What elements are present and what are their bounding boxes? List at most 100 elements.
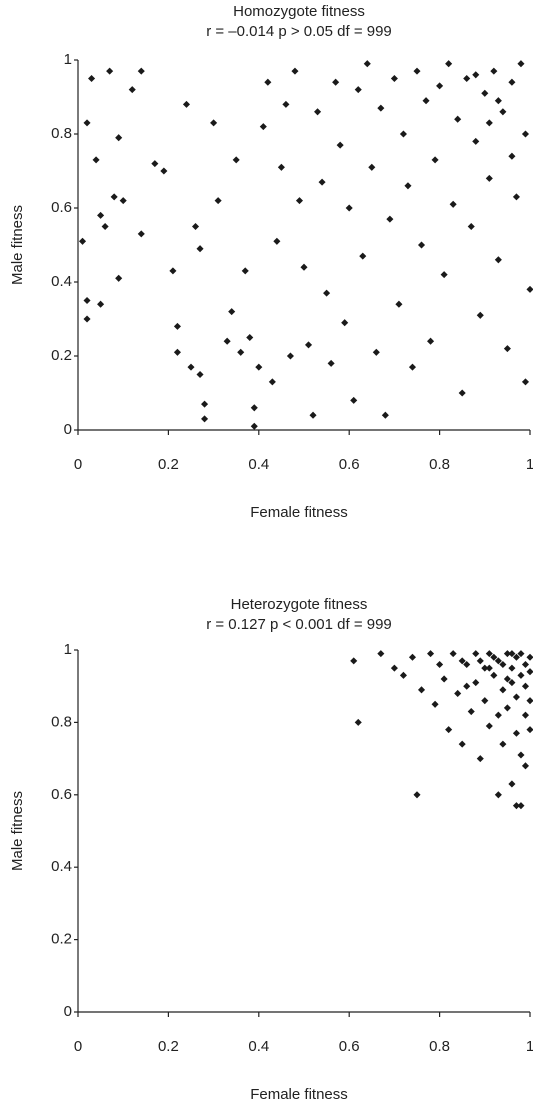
x-tick-label: 0.4 xyxy=(248,456,269,473)
point xyxy=(115,274,123,282)
chart-title: Heterozygote fitness xyxy=(231,596,368,613)
point xyxy=(187,363,195,371)
point xyxy=(295,197,304,205)
point xyxy=(78,237,87,245)
point xyxy=(472,137,480,145)
x-axis-label: Female fitness xyxy=(250,1086,348,1103)
point xyxy=(517,751,525,759)
point xyxy=(481,664,489,672)
point xyxy=(97,300,105,308)
point xyxy=(196,245,204,253)
point xyxy=(115,134,123,142)
point xyxy=(499,660,507,669)
x-tick-label: 1 xyxy=(526,1038,533,1055)
point xyxy=(512,193,520,201)
point xyxy=(101,222,109,231)
point xyxy=(300,263,308,271)
point xyxy=(526,726,533,734)
point xyxy=(268,378,276,386)
point xyxy=(182,100,191,108)
point xyxy=(368,163,376,171)
y-tick-label: 0.6 xyxy=(51,786,72,803)
point xyxy=(503,675,511,683)
point xyxy=(210,119,218,127)
point xyxy=(485,119,493,127)
point xyxy=(445,726,453,734)
point xyxy=(449,650,457,658)
point xyxy=(494,97,502,105)
chart-subtitle: r = 0.127 p < 0.001 df = 999 xyxy=(206,616,392,633)
point xyxy=(449,200,457,208)
point xyxy=(250,404,258,412)
point xyxy=(381,411,389,419)
y-tick-label: 0.2 xyxy=(51,931,72,948)
point xyxy=(490,653,498,661)
point xyxy=(128,86,136,94)
point xyxy=(494,791,502,799)
point xyxy=(512,653,520,661)
point xyxy=(508,664,516,672)
point xyxy=(291,67,299,75)
point xyxy=(386,215,394,223)
point xyxy=(137,67,145,75)
point xyxy=(508,152,516,160)
point xyxy=(201,400,209,408)
chart-subtitle: r = –0.014 p > 0.05 df = 999 xyxy=(206,23,392,40)
point xyxy=(160,167,168,175)
y-tick-label: 0.6 xyxy=(51,199,72,216)
point xyxy=(413,67,421,75)
point xyxy=(83,315,91,323)
point xyxy=(431,156,439,164)
point xyxy=(191,222,200,231)
point xyxy=(327,359,335,367)
point xyxy=(399,130,407,138)
point xyxy=(399,671,407,679)
point xyxy=(273,237,281,245)
point xyxy=(259,123,267,131)
point xyxy=(503,345,511,353)
point xyxy=(508,780,516,788)
point xyxy=(345,204,353,212)
point xyxy=(359,252,367,260)
point xyxy=(494,657,502,665)
point xyxy=(472,650,480,658)
point xyxy=(223,337,231,345)
point xyxy=(476,311,484,319)
point xyxy=(521,378,530,386)
point xyxy=(323,289,331,297)
point xyxy=(377,104,385,112)
point xyxy=(490,67,498,75)
point xyxy=(427,650,435,658)
point xyxy=(173,322,181,330)
point xyxy=(512,693,520,701)
point xyxy=(499,108,507,116)
point xyxy=(476,657,484,665)
point xyxy=(377,650,385,658)
point xyxy=(440,271,448,279)
point xyxy=(517,671,525,679)
y-axis-label: Male fitness xyxy=(9,791,26,871)
x-tick-label: 0 xyxy=(74,456,82,473)
point xyxy=(390,664,398,672)
point xyxy=(481,697,489,705)
point xyxy=(521,682,530,690)
point xyxy=(228,308,236,316)
y-tick-label: 0 xyxy=(64,421,72,438)
point xyxy=(363,60,371,68)
point xyxy=(485,650,493,658)
x-tick-label: 0.2 xyxy=(158,1038,179,1055)
y-tick-label: 0.4 xyxy=(51,858,72,875)
point xyxy=(332,78,340,86)
point xyxy=(512,802,520,810)
point xyxy=(436,660,444,669)
point xyxy=(354,86,362,94)
point xyxy=(503,650,511,658)
point xyxy=(494,256,502,264)
x-tick-label: 1 xyxy=(526,456,533,473)
point xyxy=(201,415,209,423)
point xyxy=(499,740,507,748)
point xyxy=(417,686,426,694)
point xyxy=(214,197,222,205)
point xyxy=(196,370,204,379)
